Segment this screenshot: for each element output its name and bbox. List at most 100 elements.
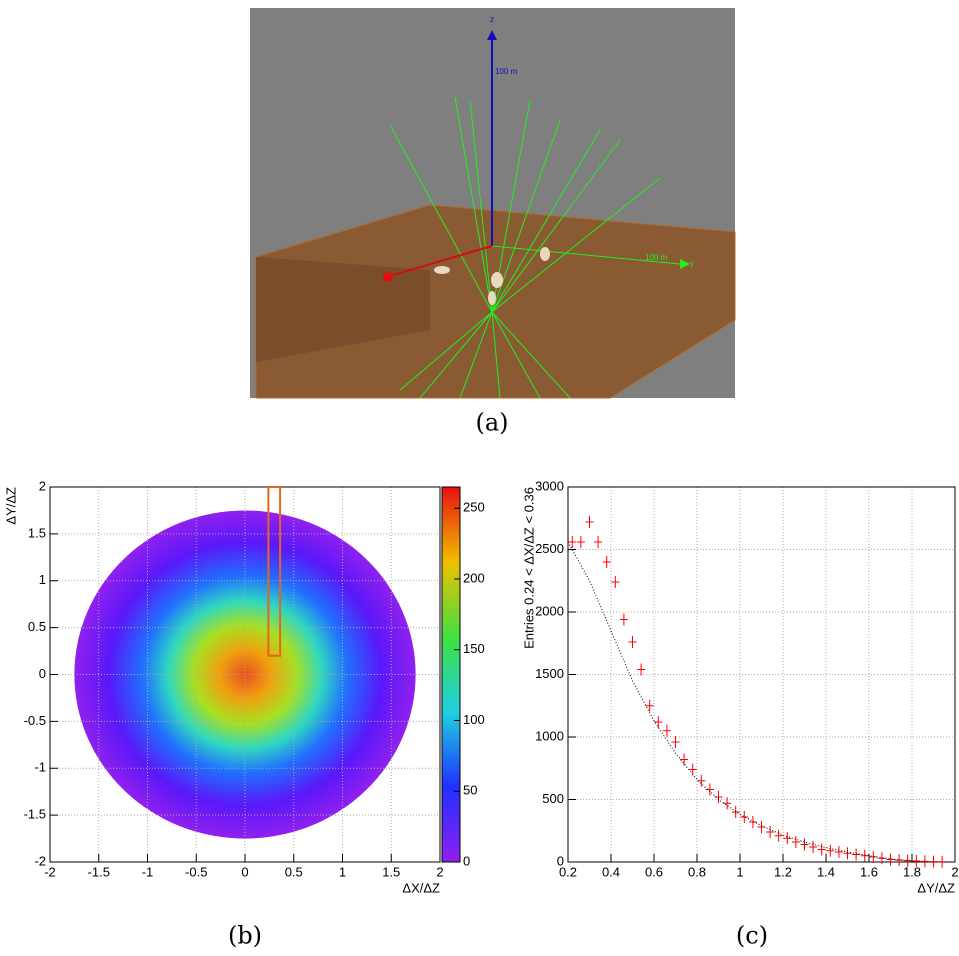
y-axis-label: Entries 0.24 < ΔX/ΔZ < 0.36	[521, 487, 536, 649]
z-tick-label: 250	[463, 500, 485, 515]
data-point	[731, 806, 740, 818]
x-axis	[389, 245, 493, 277]
data-point	[740, 811, 749, 823]
data-point	[877, 852, 886, 865]
data-point	[662, 724, 671, 737]
color-bar	[441, 486, 461, 863]
x-tick-label: 1.4	[817, 864, 835, 879]
data-point	[766, 826, 775, 838]
x-tick-label: 2	[951, 864, 958, 879]
y-tick-label: 1000	[535, 728, 564, 743]
y-tick-label: 2	[39, 478, 46, 493]
plot-frame	[49, 486, 441, 863]
y-tick-label: 3000	[535, 478, 564, 493]
data-point	[654, 716, 663, 728]
y-tick-label: -2	[34, 853, 46, 868]
x-tick-label: 2	[436, 864, 443, 879]
x-tick-label: 1.2	[774, 864, 792, 879]
data-point	[800, 838, 809, 851]
data-point	[748, 816, 757, 828]
box-face	[256, 257, 430, 362]
y-tick-label: -1.5	[24, 807, 46, 822]
x-tick-label: 0.5	[285, 864, 303, 879]
y-tick-label: 500	[542, 791, 564, 806]
axis-label: z	[490, 15, 494, 24]
data-point	[852, 848, 861, 861]
x-tick-label: 0	[241, 864, 248, 879]
data-point	[834, 846, 843, 858]
data-point	[860, 849, 869, 862]
x-tick-label: -1.5	[88, 864, 110, 879]
data-point	[929, 855, 938, 868]
x-tick-label: -1	[142, 864, 154, 879]
panel-a: z 100 m 100 m y (a)	[250, 8, 736, 437]
fit-line	[567, 541, 913, 862]
data-point	[602, 556, 611, 568]
y-tick-label: 0	[557, 853, 564, 868]
data-point	[568, 536, 577, 548]
y-tick-label: -1	[34, 760, 46, 775]
z-tick-label: 0	[463, 853, 470, 868]
y-tick-label: 0	[39, 666, 46, 681]
data-point	[809, 841, 818, 853]
data-point	[723, 797, 732, 810]
data-point	[895, 854, 904, 867]
y-tick-label: 1500	[535, 666, 564, 681]
data-point	[645, 699, 654, 712]
y-tick-label: 2000	[535, 603, 564, 618]
x-tick-label: -0.5	[185, 864, 207, 879]
x-tick-label: 1.6	[860, 864, 878, 879]
data-point	[920, 855, 929, 868]
y-axis-label: ΔY/ΔZ	[3, 487, 18, 525]
data-point	[680, 753, 689, 766]
data-point	[628, 636, 637, 648]
data-point	[791, 836, 800, 848]
z-tick-label: 150	[463, 641, 485, 656]
data-point	[576, 536, 585, 548]
data-point	[869, 851, 878, 863]
y-tick-label: 1.5	[28, 525, 46, 540]
data-point	[619, 613, 628, 626]
z-tick-label: 200	[463, 570, 485, 585]
x-tick-label: -2	[44, 864, 56, 879]
x-tick-label: 0.4	[602, 864, 620, 879]
data-point	[611, 576, 620, 588]
x-tick-label: 0.8	[688, 864, 706, 879]
data-point	[903, 854, 912, 867]
z-tick-label: 100	[463, 712, 485, 727]
detector	[434, 266, 450, 274]
y-arrow	[680, 259, 690, 269]
z-arrow	[487, 30, 497, 40]
caption: (c)	[736, 922, 768, 950]
y-tick-label: 2500	[535, 541, 564, 556]
caption: (b)	[228, 922, 262, 950]
x-axis-label: ΔY/ΔZ	[917, 880, 955, 895]
data-point	[671, 736, 680, 748]
axis-label: y	[690, 259, 694, 268]
detector	[491, 272, 503, 288]
caption: (a)	[475, 409, 508, 437]
z-tick-label: 50	[463, 783, 477, 798]
plot-frame	[567, 486, 956, 863]
y-tick-label: 1	[39, 572, 46, 587]
x-axis-label: ΔX/ΔZ	[402, 880, 440, 895]
data-point	[912, 855, 921, 867]
data-point	[938, 855, 947, 868]
x-tick-label: 1.5	[382, 864, 400, 879]
data-point	[886, 853, 895, 866]
data-point	[585, 516, 594, 528]
x-tick-label: 0.2	[559, 864, 577, 879]
x-tick-label: 1	[339, 864, 346, 879]
data-point	[843, 847, 852, 860]
scale-label: 100 m	[495, 67, 518, 76]
data-point	[817, 843, 826, 856]
detector	[488, 291, 496, 305]
x-tick-label: 0.6	[645, 864, 663, 879]
x-tick-label: 1.8	[903, 864, 921, 879]
x-arrow	[383, 272, 393, 282]
x-tick-label: 1	[736, 864, 743, 879]
detector	[540, 247, 550, 261]
data-point	[783, 832, 792, 845]
selection-box	[267, 486, 282, 657]
